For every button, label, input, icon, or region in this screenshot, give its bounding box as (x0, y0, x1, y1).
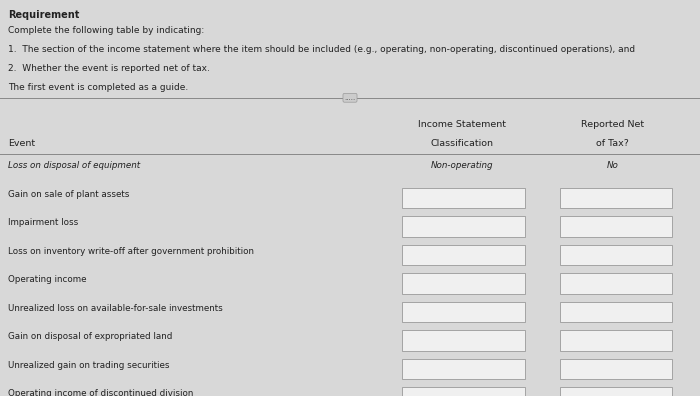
Text: Classification: Classification (430, 139, 494, 148)
Text: Non-operating: Non-operating (430, 161, 494, 170)
Text: of Tax?: of Tax? (596, 139, 629, 148)
Bar (402, 273, 525, 294)
Bar (402, 330, 525, 351)
Bar (402, 216, 525, 237)
Text: No: No (607, 161, 618, 170)
Text: Gain on disposal of expropriated land: Gain on disposal of expropriated land (8, 332, 173, 341)
Text: 2.  Whether the event is reported net of tax.: 2. Whether the event is reported net of … (8, 64, 210, 73)
Bar (560, 302, 672, 322)
Bar (402, 245, 525, 265)
Text: Reported Net: Reported Net (581, 120, 644, 129)
Bar (402, 302, 525, 322)
Text: Loss on inventory write-off after government prohibition: Loss on inventory write-off after govern… (8, 247, 254, 255)
Bar (560, 330, 672, 351)
Bar (560, 216, 672, 237)
Text: Loss on disposal of equipment: Loss on disposal of equipment (8, 161, 141, 170)
Text: Gain on sale of plant assets: Gain on sale of plant assets (8, 190, 130, 198)
Text: Impairment loss: Impairment loss (8, 218, 78, 227)
Bar (402, 387, 525, 396)
Bar (560, 359, 672, 379)
Text: 1.  The section of the income statement where the item should be included (e.g.,: 1. The section of the income statement w… (8, 45, 636, 54)
Text: Operating income of discontinued division: Operating income of discontinued divisio… (8, 389, 194, 396)
Text: .....: ..... (344, 95, 356, 101)
Text: Complete the following table by indicating:: Complete the following table by indicati… (8, 26, 204, 35)
Bar (402, 359, 525, 379)
Bar (560, 188, 672, 208)
Text: Operating income: Operating income (8, 275, 87, 284)
Text: Event: Event (8, 139, 36, 148)
Text: Unrealized gain on trading securities: Unrealized gain on trading securities (8, 361, 170, 369)
Text: Income Statement: Income Statement (418, 120, 506, 129)
Bar (560, 245, 672, 265)
Text: Requirement: Requirement (8, 10, 80, 20)
Bar (560, 273, 672, 294)
Text: Unrealized loss on available-for-sale investments: Unrealized loss on available-for-sale in… (8, 304, 223, 312)
Text: The first event is completed as a guide.: The first event is completed as a guide. (8, 83, 189, 92)
Bar (560, 387, 672, 396)
Bar (402, 188, 525, 208)
